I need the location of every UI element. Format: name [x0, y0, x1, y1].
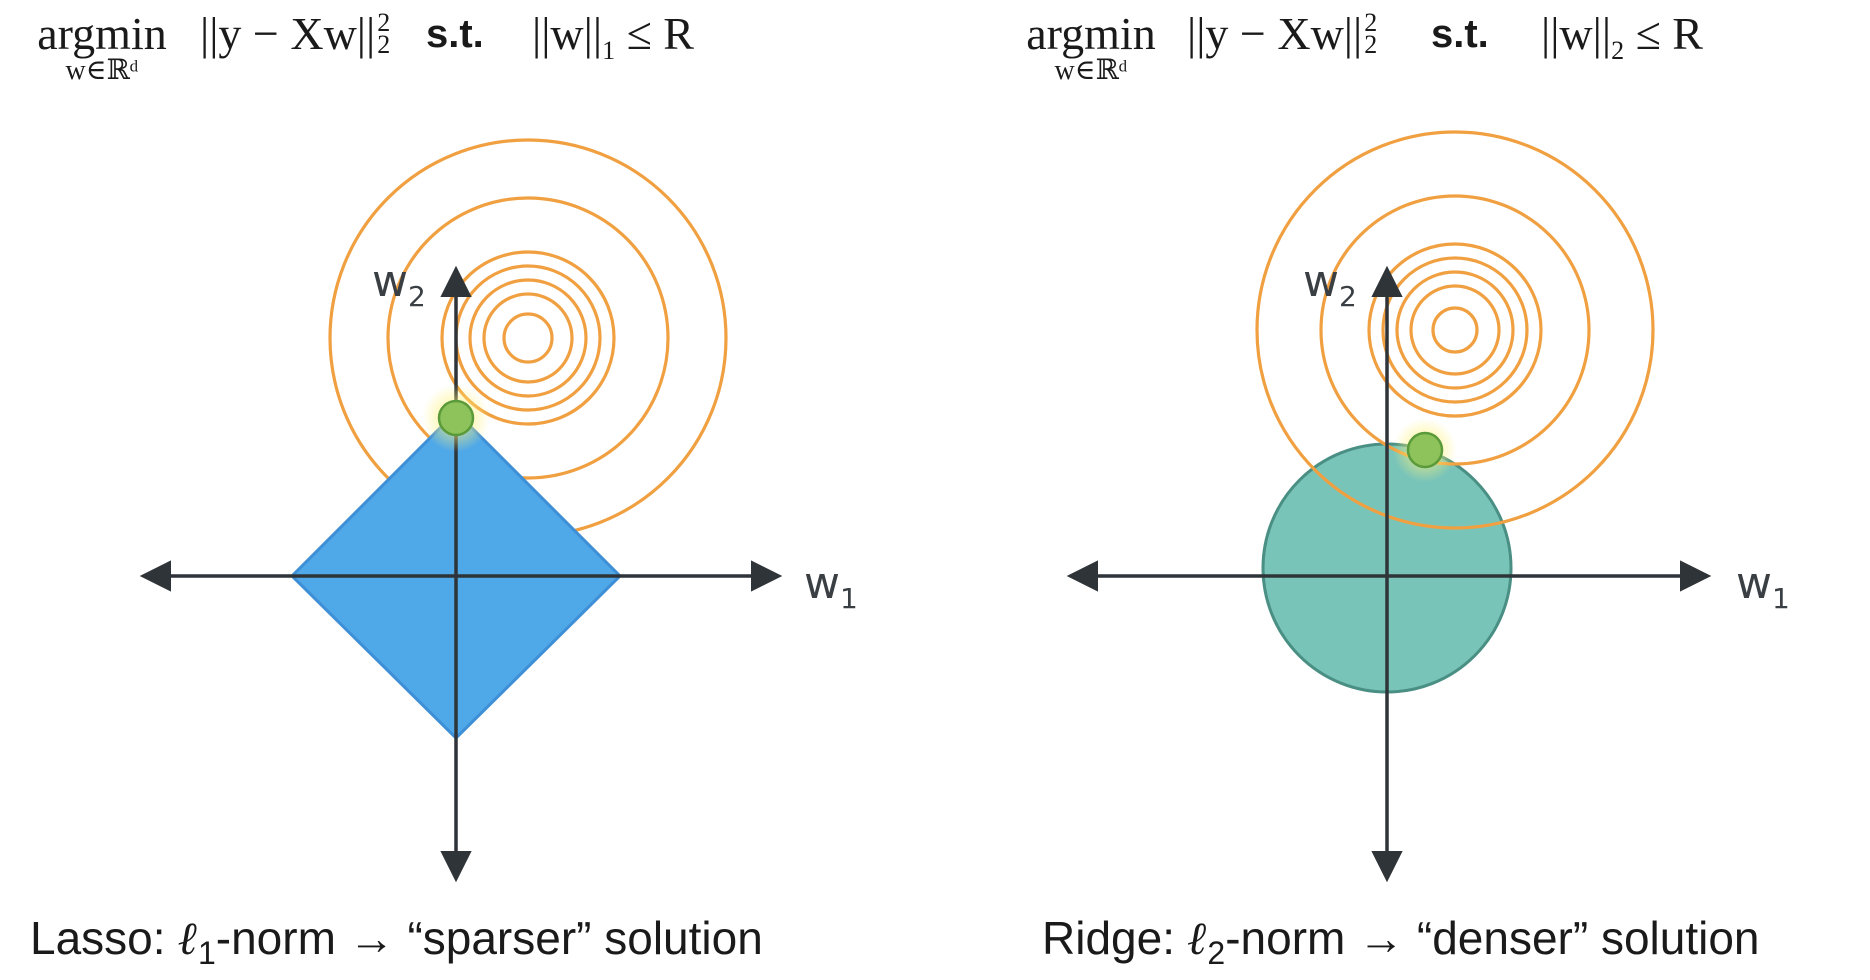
- ell-subscript: 2: [1207, 935, 1226, 971]
- contour-ring: [1431, 306, 1479, 354]
- lasso-caption: Lasso: ℓ1-norm → “sparser” solution: [30, 910, 763, 971]
- contour-ring: [1367, 242, 1543, 418]
- contour-ring: [482, 292, 574, 384]
- lasso-panel: argmin w∈ℝᵈ ||y − Xw|| 2 2 s.t. ||w||1 ≤ R: [22, 8, 858, 971]
- constraint-left: ||w||: [1541, 8, 1612, 59]
- argmin-word: argmin: [37, 8, 167, 59]
- ell-symbol: ℓ: [178, 911, 198, 965]
- lasso-axes: [139, 265, 783, 883]
- objective-text: ||y − Xw||: [200, 8, 376, 59]
- constraint-term: ||w||2 ≤ R: [1541, 8, 1703, 67]
- constraint-sub: 1: [602, 36, 616, 65]
- constraint-sub: 2: [1611, 36, 1625, 65]
- contour-ring: [1395, 270, 1515, 390]
- argmin-block: argmin w∈ℝᵈ: [22, 8, 182, 86]
- ridge-axes: [1066, 265, 1712, 883]
- ridge-caption: Ridge: ℓ2-norm → “denser” solution: [1042, 910, 1760, 971]
- ridge-panel: argmin w∈ℝᵈ ||y − Xw|| 2 2 s.t. ||w||2 ≤ R: [935, 0, 1870, 980]
- argmin-word: argmin: [1026, 8, 1156, 59]
- argmin-subscript: w∈ℝᵈ: [65, 55, 139, 86]
- contour-ring: [1255, 130, 1655, 530]
- caption-suffix: -norm → “sparser” solution: [215, 912, 763, 964]
- ridge-diagram: w1 w2: [1066, 130, 1790, 883]
- x-axis-label: w1: [804, 558, 858, 615]
- objective-sup: 2: [1364, 8, 1378, 38]
- x-axis-label: w1: [1736, 558, 1790, 615]
- such-that-label: s.t.: [426, 12, 484, 56]
- contour-ring: [502, 312, 554, 364]
- y-axis-label: w2: [1303, 256, 1357, 313]
- argmin-subscript: w∈ℝᵈ: [1054, 55, 1128, 86]
- argmin-block: argmin w∈ℝᵈ: [1011, 8, 1171, 86]
- objective-sub: 2: [377, 30, 391, 60]
- objective-text: ||y − Xw||: [1187, 8, 1363, 59]
- caption-prefix: Ridge:: [1042, 912, 1188, 964]
- caption-prefix: Lasso:: [30, 912, 179, 964]
- contour-ring: [1409, 284, 1501, 376]
- constraint-right: ≤ R: [626, 8, 694, 59]
- objective-sup: 2: [377, 8, 391, 38]
- solution-point: [1406, 431, 1444, 469]
- contour-ring: [386, 196, 670, 480]
- contour-ring: [454, 264, 602, 412]
- lasso-diagram: w1 w2: [139, 138, 858, 883]
- contour-ring: [468, 278, 588, 398]
- such-that-label: s.t.: [1431, 12, 1489, 56]
- y-axis-label: w2: [372, 256, 426, 313]
- objective-term: ||y − Xw|| 2 2: [1187, 8, 1377, 60]
- ell-symbol: ℓ: [1187, 911, 1208, 965]
- constraint-left: ||w||: [532, 8, 603, 59]
- objective-term: ||y − Xw|| 2 2: [200, 8, 390, 60]
- contour-ring: [1381, 256, 1529, 404]
- objective-sub: 2: [1364, 30, 1378, 60]
- constraint-term: ||w||1 ≤ R: [532, 8, 694, 67]
- ell-subscript: 1: [197, 935, 216, 971]
- caption-suffix: -norm → “denser” solution: [1225, 912, 1760, 964]
- solution-point: [437, 399, 475, 437]
- contour-ring: [1319, 194, 1591, 466]
- constraint-right: ≤ R: [1635, 8, 1703, 59]
